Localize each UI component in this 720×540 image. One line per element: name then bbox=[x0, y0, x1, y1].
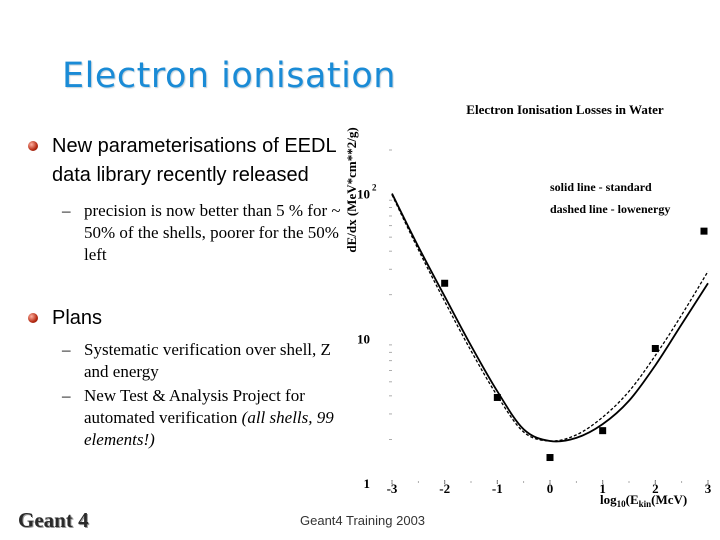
sub-bullet-text: Systematic verification over shell, Z an… bbox=[84, 340, 331, 381]
bullet-dot-icon bbox=[28, 141, 38, 151]
x-axis-label: log10(Ekin(McV) bbox=[600, 492, 687, 509]
data-point bbox=[546, 454, 554, 462]
x-tick-label: 0 bbox=[547, 481, 554, 496]
bullet-dot-icon bbox=[28, 313, 38, 323]
y-tick-label: 1 bbox=[364, 476, 371, 491]
data-point bbox=[651, 344, 659, 352]
bullet-list: New parameterisations of EEDL data libra… bbox=[28, 132, 358, 451]
footer-text: Geant4 Training 2003 bbox=[300, 513, 426, 528]
series-line-standard bbox=[391, 193, 709, 443]
sub-bullet-item: – New Test & Analysis Project for automa… bbox=[28, 385, 354, 451]
legend-line-lowenergy: dashed line - lowenergy bbox=[550, 202, 670, 216]
slide-title: Electron ionisation bbox=[62, 56, 396, 96]
geant4-logo: Geant 4 bbox=[18, 508, 89, 532]
bullet-item: New parameterisations of EEDL data libra… bbox=[28, 132, 358, 190]
series-line-lowenergy bbox=[391, 194, 709, 442]
data-point bbox=[599, 427, 607, 435]
sub-bullet-italic-text: (all shells, 99 elements!) bbox=[84, 408, 334, 449]
dash-icon: – bbox=[62, 201, 71, 220]
bullet-text: Plans bbox=[52, 307, 103, 329]
x-tick-label: 3 bbox=[705, 481, 712, 496]
data-point bbox=[441, 279, 449, 287]
sub-bullet-text: New Test & Analysis Project for automate… bbox=[84, 386, 305, 427]
data-point bbox=[700, 227, 708, 235]
sub-bullet-text: precision is now better than 5 % for ~ 5… bbox=[84, 201, 341, 264]
bullet-item: Plans bbox=[28, 304, 358, 333]
y-tick-label: 10 bbox=[357, 187, 370, 202]
data-point bbox=[493, 393, 501, 401]
x-tick-label: 2 bbox=[652, 481, 659, 496]
x-tick-label: -1 bbox=[492, 481, 503, 496]
y-axis-label: dE/dx (MeV*cm**2/g) bbox=[344, 127, 359, 252]
x-tick-label: -2 bbox=[439, 481, 450, 496]
x-tick-label: 1 bbox=[599, 481, 606, 496]
sub-bullet-item: – precision is now better than 5 % for ~… bbox=[28, 200, 358, 266]
legend-line-standard: solid line - standard bbox=[550, 180, 652, 194]
y-tick-exponent: 2 bbox=[372, 183, 377, 193]
dash-icon: – bbox=[62, 386, 71, 405]
sub-bullet-item: – Systematic verification over shell, Z … bbox=[28, 339, 354, 383]
bullet-text: New parameterisations of EEDL data libra… bbox=[52, 135, 336, 186]
x-tick-label: -3 bbox=[387, 481, 398, 496]
chart-title: Electron Ionisation Losses in Water bbox=[466, 102, 664, 117]
y-tick-label: 10 bbox=[357, 331, 370, 346]
dash-icon: – bbox=[62, 340, 71, 359]
